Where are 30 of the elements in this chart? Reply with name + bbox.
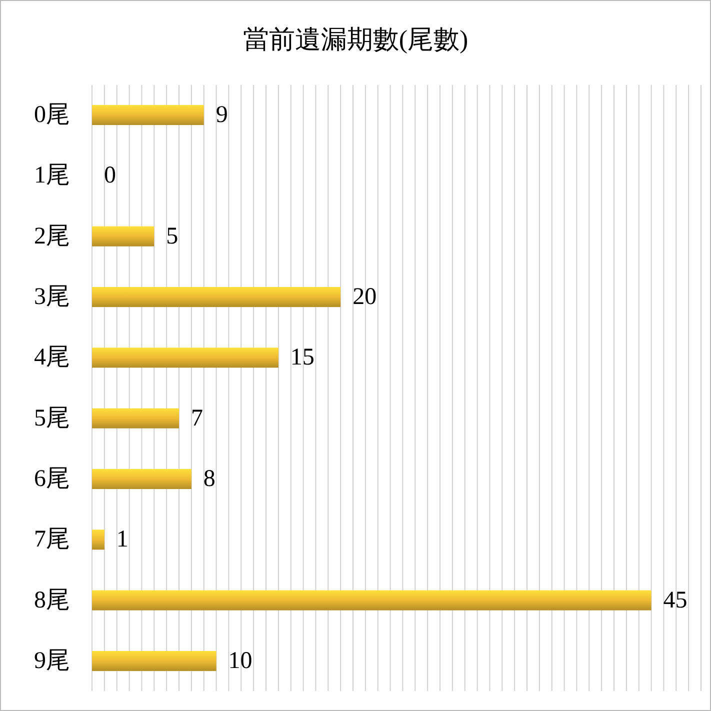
y-tick-label: 5尾 [34, 405, 70, 432]
data-label: 9 [216, 102, 228, 128]
y-tick-label: 7尾 [34, 526, 70, 553]
y-tick-label: 6尾 [34, 466, 70, 492]
bar [92, 408, 179, 428]
bar [92, 590, 652, 610]
data-label: 0 [104, 162, 116, 189]
bar [92, 530, 104, 550]
data-label: 1 [116, 526, 128, 553]
y-tick-label: 8尾 [34, 587, 70, 614]
y-tick-label: 2尾 [34, 223, 70, 250]
data-label: 20 [352, 284, 377, 310]
data-label: 15 [290, 344, 314, 371]
y-tick-label: 0尾 [34, 102, 70, 128]
y-tick-label: 3尾 [34, 284, 70, 310]
bar [92, 287, 341, 308]
bar [92, 468, 192, 489]
bar [92, 348, 278, 368]
y-tick-label: 1尾 [34, 162, 70, 189]
bar [92, 105, 204, 126]
chart-title: 當前遺漏期數(尾數) [242, 25, 468, 54]
bar [92, 650, 216, 671]
data-label: 5 [166, 223, 178, 250]
data-label: 8 [203, 466, 216, 492]
data-label: 45 [663, 587, 688, 614]
bar [92, 226, 154, 246]
data-label: 7 [191, 405, 203, 432]
y-tick-label: 9尾 [34, 648, 70, 674]
y-tick-label: 4尾 [34, 344, 70, 371]
data-label: 10 [228, 648, 252, 674]
